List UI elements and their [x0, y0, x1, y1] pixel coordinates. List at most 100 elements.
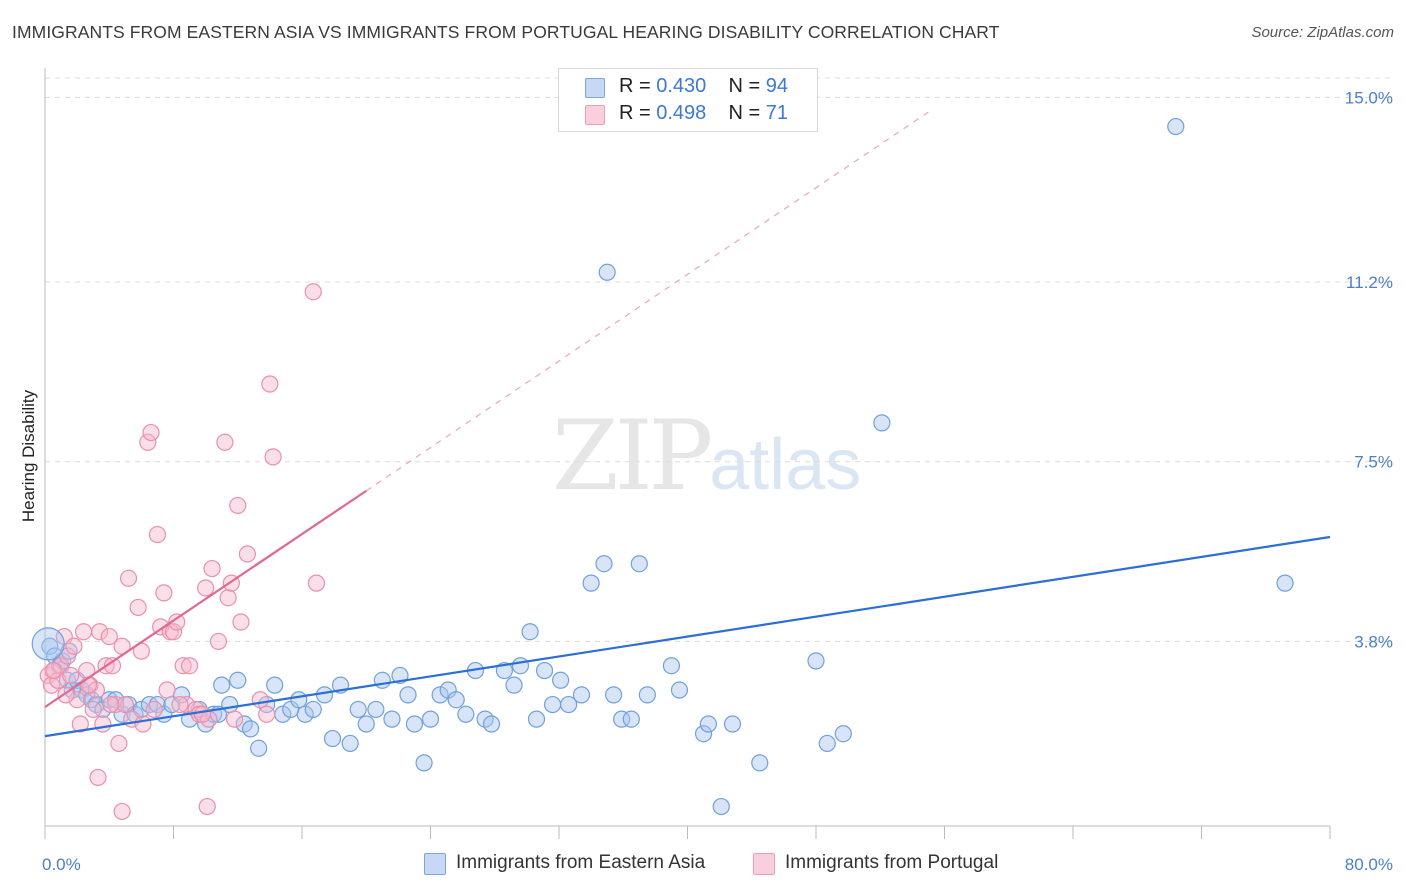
point-portugal [174, 657, 192, 675]
watermark-atlas: atlas [709, 425, 862, 505]
point-eastern-asia [315, 686, 334, 704]
stats-legend: R = 0.430 N = 94 R = 0.498 N = 71 [558, 68, 818, 132]
point-eastern-asia [662, 657, 681, 675]
point-portugal [225, 710, 244, 728]
point-portugal [148, 525, 167, 544]
point-portugal [113, 802, 131, 821]
point-portugal [229, 496, 247, 515]
point-portugal [264, 448, 282, 466]
point-eastern-asia [630, 555, 648, 573]
point-eastern-asia [250, 739, 268, 757]
point-portugal [100, 627, 118, 646]
point-eastern-asia [290, 691, 308, 709]
point-eastern-asia [399, 686, 417, 704]
point-portugal [142, 423, 160, 442]
point-eastern-asia [605, 686, 623, 704]
point-portugal [145, 700, 163, 719]
point-portugal [168, 613, 186, 631]
point-portugal [180, 657, 199, 675]
trendline-eastern-asia [44, 535, 1331, 738]
point-eastern-asia [415, 754, 433, 772]
point-portugal [107, 695, 125, 714]
x-tick-label: 0.0% [42, 855, 81, 874]
legend-swatch-portugal [585, 105, 605, 125]
point-portugal [74, 623, 93, 641]
point-portugal [171, 695, 189, 714]
point-eastern-asia [41, 637, 59, 655]
point-eastern-asia [367, 700, 385, 719]
point-portugal [44, 661, 62, 680]
point-portugal [203, 559, 221, 578]
point-portugal [177, 695, 195, 714]
watermark: ZIPatlas [552, 400, 861, 512]
point-portugal [219, 589, 237, 607]
point-eastern-asia [357, 715, 375, 733]
point-eastern-asia [622, 710, 640, 728]
legend-label: Immigrants from Portugal [785, 852, 999, 873]
point-eastern-asia [421, 710, 440, 728]
point-portugal [110, 734, 128, 753]
point-portugal [102, 695, 120, 714]
y-tick-label: 7.5% [1354, 453, 1393, 472]
point-portugal [134, 715, 152, 733]
point-portugal [238, 545, 256, 563]
point-eastern-asia [1276, 574, 1294, 592]
point-eastern-asia [595, 555, 613, 573]
point-portugal [198, 797, 216, 816]
n-value: 94 [765, 75, 789, 97]
point-eastern-asia [723, 715, 742, 733]
point-portugal [65, 637, 83, 655]
point-eastern-asia [670, 681, 689, 699]
legend-swatch-portugal [753, 853, 775, 875]
point-eastern-asia [818, 734, 836, 753]
r-value: 0.498 [656, 102, 707, 124]
point-portugal [94, 715, 112, 733]
point-eastern-asia [405, 715, 424, 733]
point-eastern-asia [229, 671, 247, 689]
point-eastern-asia [457, 705, 475, 723]
point-portugal [91, 623, 109, 641]
point-portugal [261, 375, 279, 393]
r-label: R = [619, 75, 651, 97]
point-portugal [116, 695, 134, 714]
legend-label: Immigrants from Eastern Asia [456, 852, 706, 873]
point-eastern-asia [582, 574, 600, 592]
point-eastern-asia [613, 710, 631, 728]
point-eastern-asia [242, 720, 260, 738]
point-portugal [49, 671, 67, 689]
point-eastern-asia [834, 725, 852, 743]
point-portugal [87, 681, 106, 699]
point-portugal [119, 569, 138, 587]
chart-title: IMMIGRANTS FROM EASTERN ASIA VS IMMIGRAN… [12, 22, 1000, 42]
n-label: N = [728, 102, 761, 124]
n-label: N = [728, 75, 761, 97]
point-portugal [307, 574, 326, 592]
point-portugal [79, 676, 97, 694]
point-eastern-asia [527, 710, 546, 728]
point-portugal [139, 433, 157, 451]
point-eastern-asia [31, 627, 65, 661]
point-portugal [89, 768, 107, 787]
point-eastern-asia [572, 686, 591, 704]
point-portugal [304, 283, 322, 301]
point-portugal [216, 433, 234, 451]
x-tick-label: 80.0% [1345, 855, 1393, 874]
point-portugal [251, 691, 269, 709]
y-axis-title: Hearing Disability [19, 389, 38, 522]
point-eastern-asia [521, 623, 539, 641]
point-portugal [258, 705, 276, 723]
y-tick-label: 3.8% [1354, 632, 1393, 651]
trendline-portugal [44, 489, 367, 708]
point-portugal [209, 632, 228, 651]
point-eastern-asia [296, 705, 314, 723]
point-eastern-asia [712, 797, 730, 816]
point-eastern-asia [349, 700, 367, 719]
trendline-extension-portugal [365, 111, 929, 492]
point-eastern-asia [1167, 117, 1185, 136]
n-value: 71 [765, 102, 789, 124]
r-label: R = [619, 102, 651, 124]
point-portugal [62, 666, 80, 685]
point-eastern-asia [94, 700, 112, 719]
point-eastern-asia [213, 676, 231, 694]
